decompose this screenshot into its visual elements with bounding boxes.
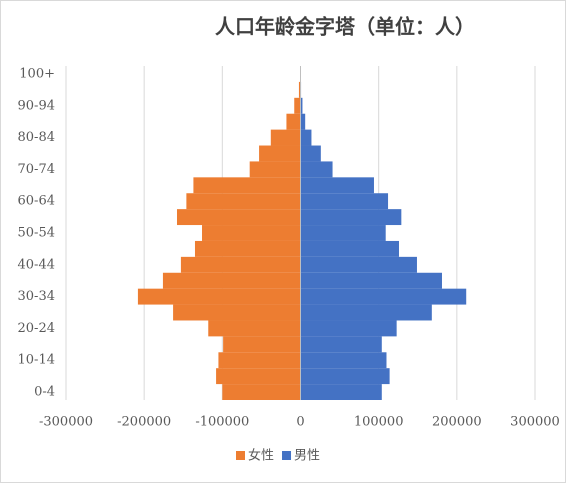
x-tick-label: 200000 <box>432 415 482 430</box>
bar <box>250 161 301 177</box>
bar <box>173 305 300 321</box>
bar <box>286 114 300 130</box>
bar <box>301 114 306 130</box>
bar <box>301 273 442 289</box>
bar <box>181 257 301 273</box>
bar <box>301 209 402 225</box>
y-tick-label: 90-94 <box>18 98 55 113</box>
bar <box>301 193 389 209</box>
legend-label: 女性 <box>248 448 274 464</box>
legend-swatch <box>236 451 245 460</box>
y-tick-label: 50-54 <box>18 226 55 241</box>
bar <box>301 289 467 305</box>
bar <box>301 320 397 336</box>
bar <box>301 225 386 241</box>
y-tick-label: 80-84 <box>18 130 55 145</box>
bar <box>301 161 333 177</box>
bar <box>222 384 300 400</box>
bar <box>202 225 300 241</box>
bar <box>301 130 312 146</box>
bar <box>301 352 387 368</box>
x-tick-label: 0 <box>296 415 304 430</box>
y-tick-label: 20-24 <box>18 321 55 336</box>
bar <box>301 384 382 400</box>
bar <box>301 305 432 321</box>
y-tick-label: 10-14 <box>18 353 55 368</box>
y-tick-label: 60-64 <box>18 194 55 209</box>
bar <box>294 98 300 114</box>
bar <box>223 336 300 352</box>
bar <box>163 273 301 289</box>
bar <box>177 209 301 225</box>
x-tick-label: 100000 <box>354 415 404 430</box>
bar <box>259 146 300 162</box>
chart-title: 人口年龄金字塔（单位：人） <box>215 15 475 39</box>
bar <box>138 289 301 305</box>
bar <box>218 352 300 368</box>
bar <box>301 257 417 273</box>
bar <box>301 336 382 352</box>
bar <box>301 146 321 162</box>
x-tick-label: -200000 <box>117 415 171 430</box>
bar <box>216 368 300 384</box>
y-tick-label: 100+ <box>19 66 55 81</box>
bar <box>193 177 300 193</box>
bar <box>301 368 390 384</box>
legend-swatch <box>282 451 291 460</box>
bar <box>195 241 301 257</box>
y-tick-label: 0-4 <box>34 385 55 400</box>
legend-label: 男性 <box>294 449 320 464</box>
x-tick-label: -100000 <box>195 415 249 430</box>
x-tick-label: -300000 <box>39 415 93 430</box>
y-tick-label: 30-34 <box>18 289 55 304</box>
bar <box>271 130 301 146</box>
y-tick-label: 40-44 <box>18 257 55 272</box>
y-tick-label: 70-74 <box>18 162 55 177</box>
x-tick-label: 300000 <box>510 415 560 430</box>
bar <box>208 320 300 336</box>
bar <box>301 177 374 193</box>
bar <box>301 241 399 257</box>
bar <box>186 193 300 209</box>
